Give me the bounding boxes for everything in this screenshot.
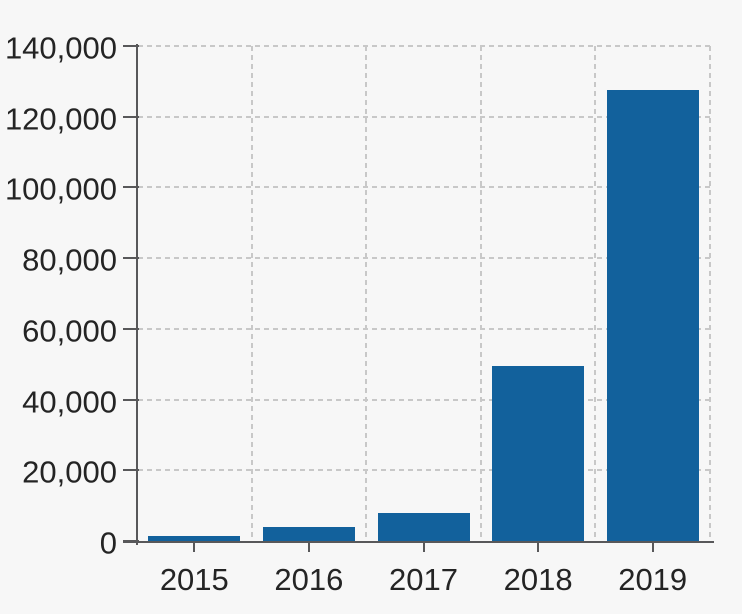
y-axis-tick-label: 80,000 xyxy=(22,242,117,278)
h-gridline-40000 xyxy=(138,398,711,401)
y-tick-60000 xyxy=(123,327,139,330)
h-gridline-120000 xyxy=(138,115,711,118)
y-axis-tick-label: 140,000 xyxy=(4,30,117,66)
x-tick-2016 xyxy=(307,543,310,552)
y-tick-0 xyxy=(123,540,139,542)
bar-2016 xyxy=(262,526,355,541)
y-tick-20000 xyxy=(123,469,139,472)
h-gridline-140000 xyxy=(138,45,711,47)
y-tick-100000 xyxy=(123,186,139,189)
v-gridline-3 xyxy=(479,46,482,541)
x-tick-2015 xyxy=(193,543,196,552)
h-gridline-100000 xyxy=(138,186,711,189)
y-tick-140000 xyxy=(123,45,139,47)
y-axis-tick-label: 60,000 xyxy=(22,313,117,349)
bar-2019 xyxy=(606,90,699,541)
x-tick-2017 xyxy=(422,543,425,552)
x-axis-tick-label: 2015 xyxy=(159,562,229,597)
v-gridline-2 xyxy=(365,46,368,541)
y-tick-40000 xyxy=(123,398,139,401)
y-tick-120000 xyxy=(123,115,139,118)
h-gridline-60000 xyxy=(138,327,711,330)
y-axis-tick-label: 100,000 xyxy=(4,171,117,207)
y-axis-line xyxy=(136,44,138,545)
v-gridline-5 xyxy=(709,46,711,541)
x-axis-tick-label: 2018 xyxy=(503,562,573,597)
x-axis-tick-label: 2017 xyxy=(389,562,458,597)
x-axis-line xyxy=(123,541,714,543)
h-gridline-20000 xyxy=(138,469,711,472)
bar-2018 xyxy=(492,365,585,541)
x-tick-2019 xyxy=(651,543,654,552)
x-axis-tick-label: 2019 xyxy=(618,562,688,597)
v-gridline-1 xyxy=(250,46,253,541)
y-axis-tick-label: 20,000 xyxy=(22,454,117,490)
h-gridline-80000 xyxy=(138,257,711,260)
bar-2015 xyxy=(148,536,241,541)
bar-2017 xyxy=(377,512,470,541)
y-axis-tick-label: 120,000 xyxy=(4,101,117,137)
y-axis-tick-label: 0 xyxy=(99,525,117,561)
y-tick-80000 xyxy=(123,257,139,260)
x-tick-2018 xyxy=(537,543,540,552)
x-axis-tick-label: 2016 xyxy=(274,562,344,597)
v-gridline-4 xyxy=(594,46,597,541)
y-axis-tick-label: 40,000 xyxy=(22,384,117,420)
